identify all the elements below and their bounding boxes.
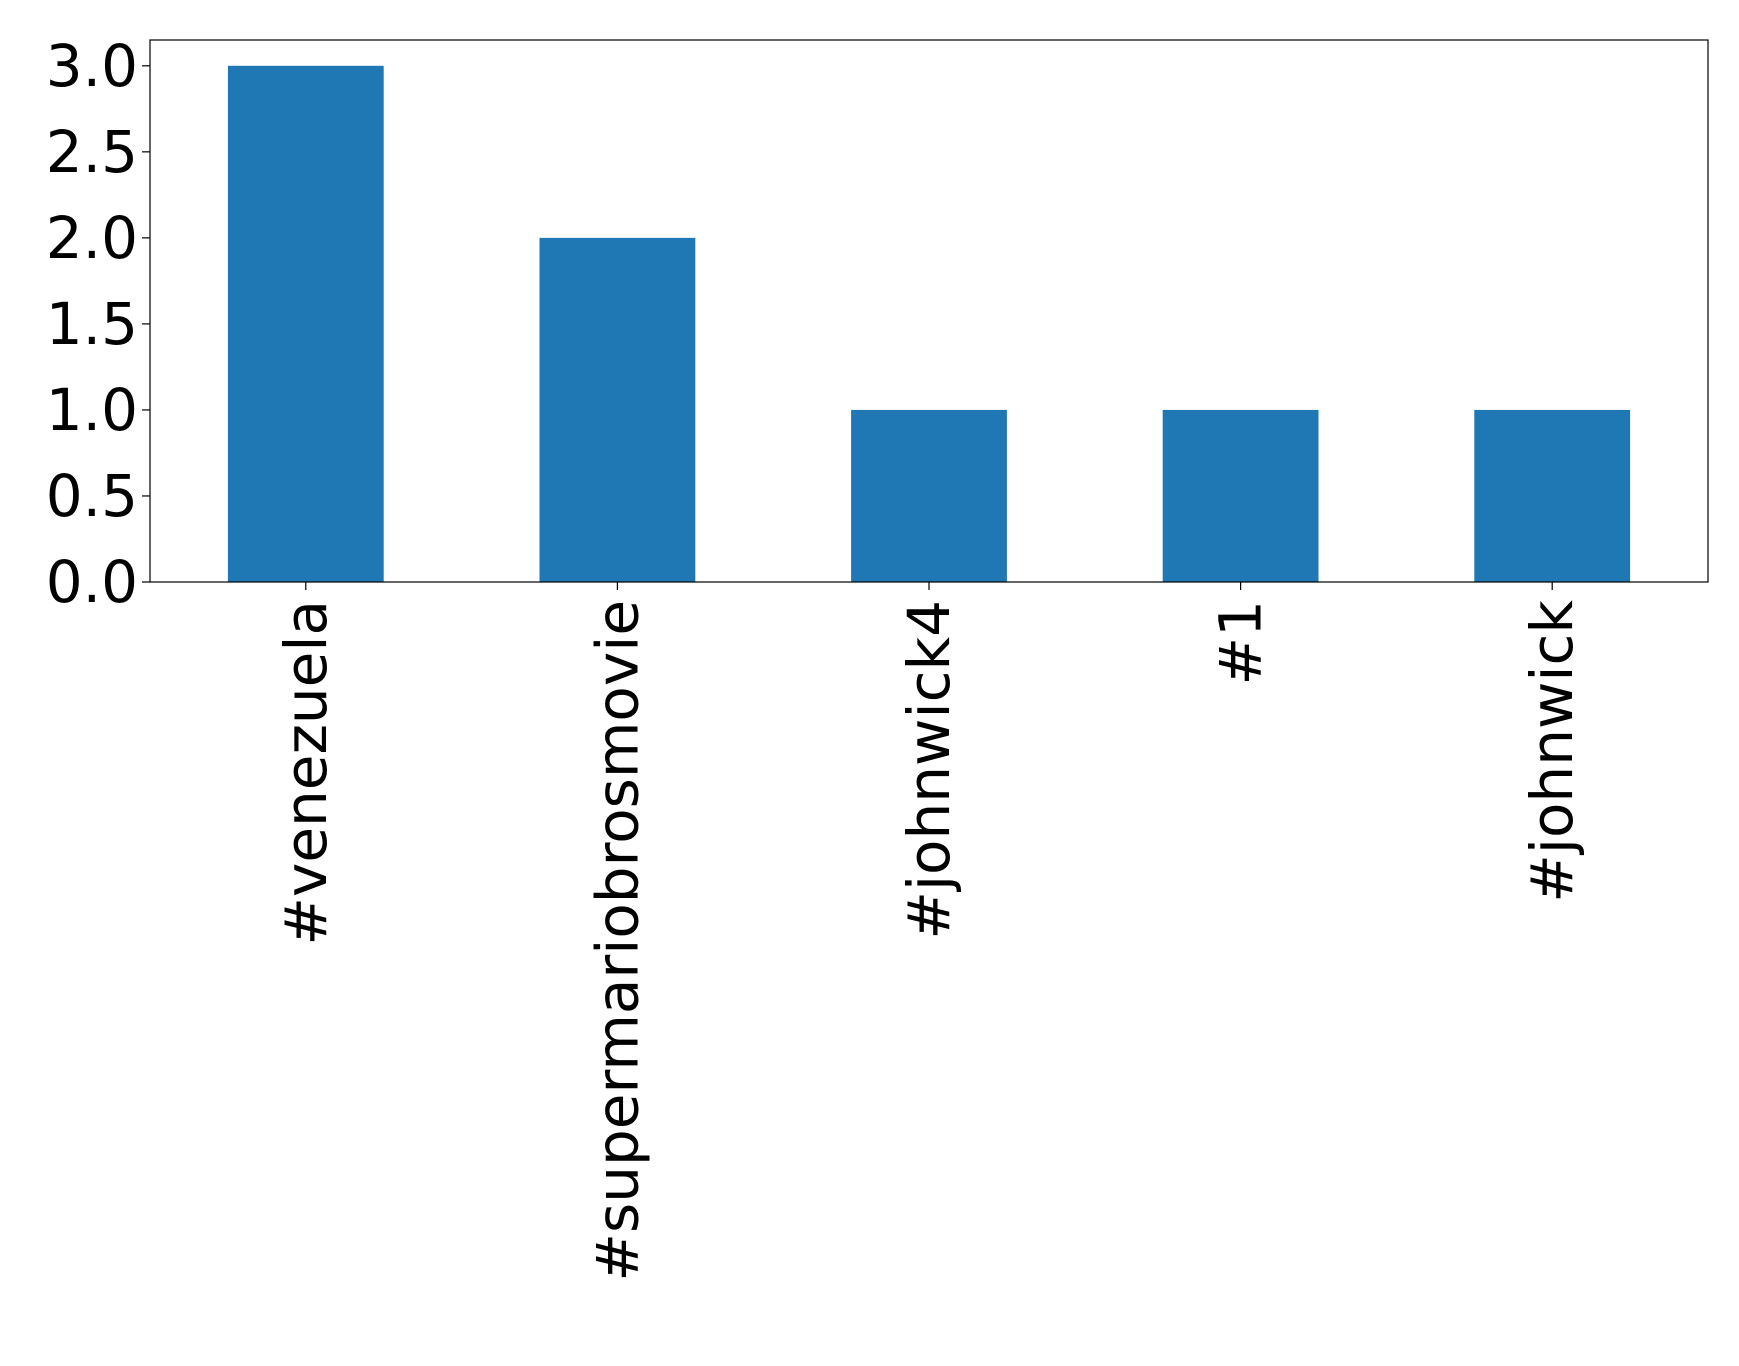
y-tick-label: 1.0 [46, 376, 138, 444]
y-tick-label: 2.0 [46, 204, 138, 272]
bar [227, 65, 384, 583]
x-tick-label: #supermariobrosmovie [583, 600, 651, 1282]
x-tick-label: #1 [1207, 600, 1275, 686]
x-axis-ticks: #venezuela #supermariobrosmovie #johnwick4… [272, 582, 1586, 1282]
y-axis-ticks: 0.0 0.5 1.0 1.5 2.0 2.5 3.0 [46, 32, 150, 616]
bar [1474, 409, 1631, 582]
x-tick-label: #johnwick [1518, 600, 1586, 903]
y-tick-label: 0.5 [46, 462, 138, 530]
x-tick-label: #venezuela [272, 600, 340, 946]
bar [539, 237, 696, 582]
bar [851, 409, 1007, 582]
y-tick-label: 0.0 [46, 548, 138, 616]
x-tick-label: #johnwick4 [895, 600, 963, 940]
bar [1162, 409, 1319, 582]
y-tick-label: 2.5 [46, 118, 138, 186]
y-tick-label: 1.5 [46, 290, 138, 358]
y-tick-label: 3.0 [46, 32, 138, 100]
bars-layer [227, 65, 1631, 583]
